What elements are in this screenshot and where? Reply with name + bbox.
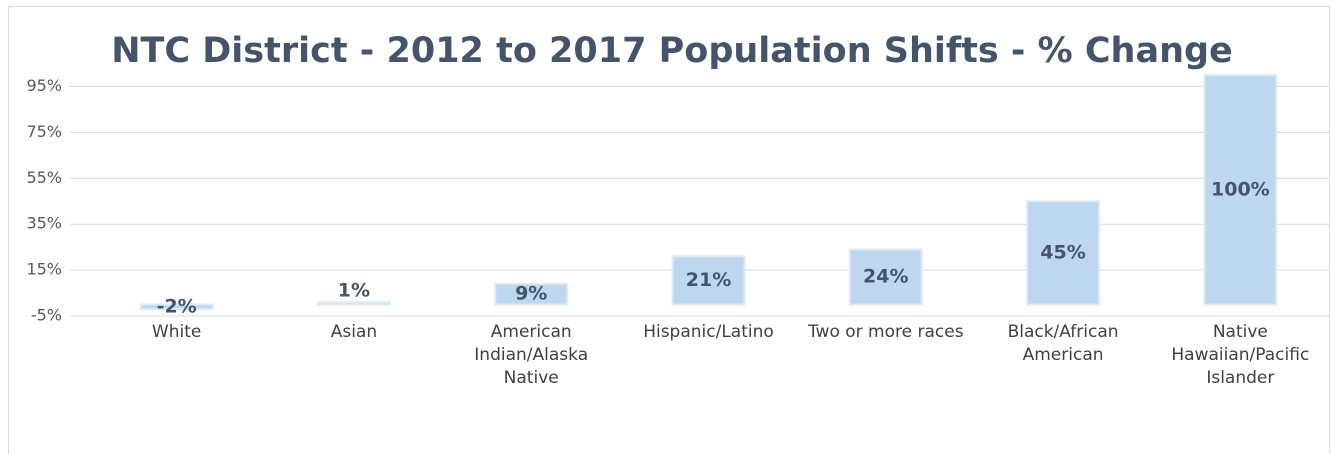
value-label: 21%	[686, 269, 731, 291]
y-tick-label: 75%	[26, 122, 62, 141]
bar	[848, 248, 923, 306]
bar	[1026, 200, 1101, 306]
value-label: 24%	[863, 265, 908, 287]
bar	[316, 301, 391, 306]
y-tick-label: 15%	[26, 260, 62, 279]
value-label: -2%	[157, 295, 197, 317]
x-tick-label: White	[151, 322, 202, 342]
x-tick-label: Two or more races	[807, 322, 964, 342]
y-tick-label: 95%	[26, 76, 62, 95]
chart-border	[8, 6, 1330, 454]
bar	[1203, 74, 1278, 306]
bar	[139, 303, 214, 311]
value-label: 1%	[338, 280, 370, 302]
x-tick-label: Hispanic/Latino	[643, 322, 774, 342]
value-label: 45%	[1040, 241, 1085, 263]
y-tick-label: 55%	[26, 168, 62, 187]
y-tick-label: -5%	[31, 306, 62, 325]
x-tick-label: Black/African American	[1007, 322, 1119, 365]
y-tick-label: 35%	[26, 214, 62, 233]
x-tick-label: Native Hawaiian/Pacific Islander	[1171, 322, 1310, 388]
bar	[671, 255, 746, 306]
value-label: 100%	[1211, 178, 1270, 200]
value-label: 9%	[515, 283, 547, 305]
x-tick-label: American Indian/Alaska Native	[474, 322, 589, 388]
x-tick-label: Asian	[330, 322, 378, 342]
chart-title: NTC District - 2012 to 2017 Population S…	[111, 31, 1233, 71]
bar	[494, 282, 569, 306]
